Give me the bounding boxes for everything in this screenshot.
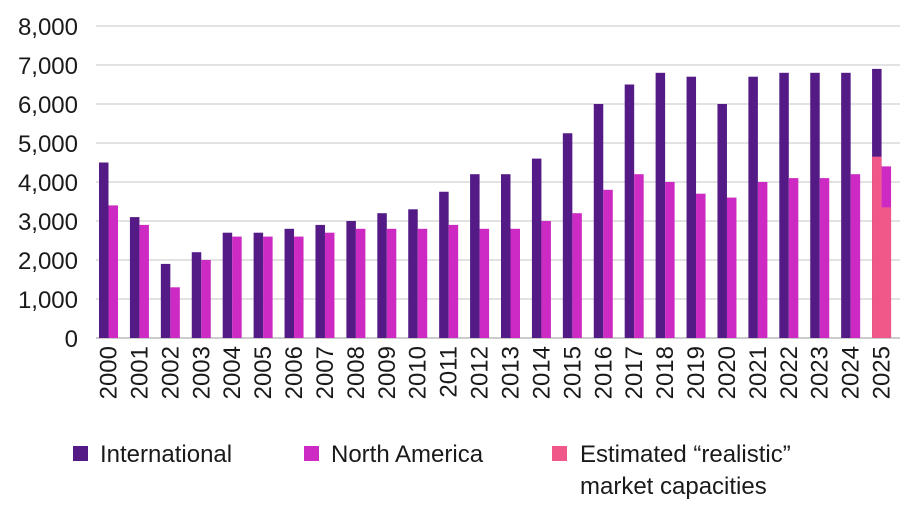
bar-north-america-2007	[324, 232, 335, 338]
bar-north-america-2016	[603, 189, 613, 338]
bar-north-america-2002	[170, 287, 180, 338]
bar-international-2006	[284, 228, 295, 338]
x-tick-label: 2017	[621, 346, 648, 399]
bar-estimated-international-2025	[872, 156, 882, 338]
x-tick-label: 2010	[405, 346, 432, 399]
legend-swatch-international	[73, 446, 88, 461]
bar-north-america-2021	[757, 182, 768, 338]
x-tick-label: 2014	[528, 346, 555, 399]
bar-international-2020	[717, 104, 727, 338]
bar-north-america-2011	[448, 224, 459, 338]
x-tick-label: 2006	[281, 346, 308, 399]
bar-international-2019	[686, 76, 697, 338]
bar-north-america-2017	[634, 174, 644, 338]
bar-north-america-2008	[355, 228, 366, 338]
x-tick-label: 2004	[219, 346, 246, 399]
bar-international-2000	[99, 162, 109, 338]
x-tick-label: 2023	[807, 346, 834, 399]
bar-international-2005	[253, 232, 264, 338]
x-tick-label: 2007	[312, 346, 339, 399]
bars	[99, 68, 892, 339]
bar-international-2008	[346, 221, 356, 338]
x-tick-label: 2016	[590, 346, 617, 399]
bar-international-2016	[593, 104, 604, 338]
x-tick-label: 2024	[838, 346, 865, 399]
bar-international-2018	[655, 72, 666, 339]
bar-international-2001	[129, 217, 140, 338]
x-tick-label: 2009	[374, 346, 401, 399]
bar-international-2015	[562, 133, 573, 338]
x-tick-label: 2020	[714, 346, 741, 399]
x-tick-label: 2021	[745, 346, 772, 399]
bar-north-america-2006	[294, 236, 304, 338]
bar-north-america-2023	[819, 178, 830, 338]
y-tick-label: 4,000	[18, 170, 78, 197]
bar-north-america-2013	[510, 228, 520, 338]
y-tick-label: 7,000	[18, 53, 78, 80]
x-tick-label: 2003	[188, 346, 215, 399]
bar-north-america-2003	[201, 260, 211, 338]
bar-international-2012	[470, 174, 480, 338]
legend-label-estimated-line-2: market capacities	[580, 473, 767, 500]
bar-international-2003	[191, 252, 202, 338]
legend: International North America Estimated “r…	[73, 441, 791, 500]
bar-north-america-2014	[541, 221, 551, 338]
legend-label-estimated-line-1: Estimated “realistic”	[580, 441, 791, 468]
x-tick-label: 2022	[776, 346, 803, 399]
bar-north-america-2015	[572, 213, 582, 338]
legend-swatch-north-america	[304, 446, 319, 461]
bar-north-america-2000	[108, 205, 118, 338]
bar-north-america-2001	[139, 224, 149, 338]
bar-north-america-2010	[417, 228, 428, 338]
x-tick-label: 2018	[652, 346, 679, 399]
x-tick-label: 2025	[869, 346, 896, 399]
bar-north-america-2024	[850, 174, 861, 338]
x-tick-label: 2008	[343, 346, 370, 399]
x-tick-label: 2011	[436, 346, 463, 398]
x-tick-label: 2000	[96, 346, 123, 399]
bar-international-2004	[222, 232, 233, 338]
y-axis-ticks: 0 1,000 2,000 3,000 4,000 5,000 6,000 7,000 8,00…	[18, 14, 78, 353]
bar-north-america-2005	[263, 236, 273, 338]
x-tick-label: 2015	[559, 346, 586, 399]
bar-international-2010	[408, 209, 418, 338]
bar-north-america-2018	[665, 182, 675, 338]
bar-north-america-2022	[788, 178, 799, 338]
y-tick-label: 1,000	[18, 287, 78, 314]
legend-swatch-estimated	[552, 446, 567, 461]
bar-north-america-2004	[232, 236, 242, 338]
bar-north-america-2019	[696, 193, 706, 338]
y-tick-label: 8,000	[18, 14, 78, 41]
x-tick-label: 2002	[157, 346, 184, 399]
y-tick-label: 2,000	[18, 248, 78, 275]
bar-international-2007	[315, 224, 325, 338]
y-tick-label: 6,000	[18, 92, 78, 119]
bar-international-2009	[377, 213, 387, 338]
x-tick-label: 2019	[683, 346, 710, 399]
bar-north-america-2012	[479, 228, 490, 338]
legend-label-international: International	[100, 441, 232, 468]
bar-international-2014	[531, 158, 542, 338]
bar-international-2017	[624, 84, 635, 338]
bar-international-2021	[748, 76, 758, 338]
y-tick-label: 3,000	[18, 209, 78, 236]
bar-north-america-2020	[726, 197, 737, 338]
x-tick-label: 2001	[126, 346, 153, 399]
x-tick-label: 2005	[250, 346, 277, 399]
bar-international-2011	[439, 191, 449, 338]
bar-north-america-2009	[386, 228, 397, 338]
x-tick-label: 2013	[498, 346, 525, 399]
bar-international-2022	[779, 72, 789, 339]
bar-international-2002	[160, 263, 171, 338]
bar-international-2013	[501, 174, 511, 338]
bar-international-2024	[841, 72, 851, 339]
y-tick-label: 5,000	[18, 131, 78, 158]
y-tick-label: 0	[65, 326, 78, 353]
bar-international-2023	[810, 72, 820, 339]
x-axis-ticks: 2000 2001 2002 2003 2004 2005 2006 2007 2008 2009…	[96, 346, 896, 399]
x-tick-label: 2012	[467, 346, 494, 399]
legend-label-north-america: North America	[331, 441, 484, 468]
bar-estimated-north-america-2025	[881, 207, 892, 338]
